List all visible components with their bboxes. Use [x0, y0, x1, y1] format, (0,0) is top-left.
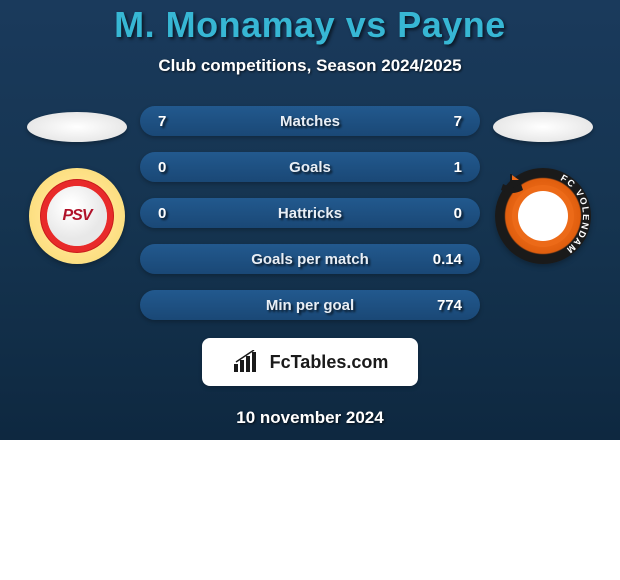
stat-label: Goals per match: [194, 251, 426, 268]
stat-row: 7Matches7: [140, 106, 480, 136]
ship-icon: [497, 170, 527, 200]
subtitle: Club competitions, Season 2024/2025: [0, 56, 620, 76]
stat-right-value: 0.14: [426, 251, 462, 268]
team-badge-left: PSV: [29, 168, 125, 264]
brand-text: FcTables.com: [270, 352, 389, 373]
team-badge-right-inner: [518, 191, 568, 241]
main-row: PSV 7Matches70Goals10Hattricks0Goals per…: [0, 112, 620, 320]
stat-row: Min per goal774: [140, 290, 480, 320]
stat-left-value: 0: [158, 205, 194, 222]
team-badge-right: FC VOLENDAM: [495, 168, 591, 264]
left-side: PSV: [22, 112, 132, 264]
team-badge-right-ring: FC VOLENDAM: [497, 170, 589, 262]
stat-row: 0Goals1: [140, 152, 480, 182]
stat-left-value: 7: [158, 113, 194, 130]
stat-right-value: 774: [426, 297, 462, 314]
stat-label: Min per goal: [194, 297, 426, 314]
player-ellipse-right: [493, 112, 593, 142]
chart-icon: [232, 350, 262, 374]
stat-label: Goals: [194, 159, 426, 176]
team-badge-left-inner: PSV: [47, 186, 107, 246]
stat-right-value: 7: [426, 113, 462, 130]
brand-card[interactable]: FcTables.com: [202, 338, 418, 386]
stat-row: Goals per match0.14: [140, 244, 480, 274]
player-ellipse-left: [27, 112, 127, 142]
stat-left-value: 0: [158, 159, 194, 176]
right-side: FC VOLENDAM: [488, 112, 598, 264]
stat-right-value: 0: [426, 205, 462, 222]
stat-row: 0Hattricks0: [140, 198, 480, 228]
stats-column: 7Matches70Goals10Hattricks0Goals per mat…: [140, 106, 480, 320]
date: 10 november 2024: [0, 408, 620, 428]
team-badge-left-abbr: PSV: [62, 207, 91, 225]
stat-label: Hattricks: [194, 205, 426, 222]
stat-label: Matches: [194, 113, 426, 130]
stat-right-value: 1: [426, 159, 462, 176]
content: M. Monamay vs Payne Club competitions, S…: [0, 0, 620, 428]
page-title: M. Monamay vs Payne: [0, 4, 620, 46]
